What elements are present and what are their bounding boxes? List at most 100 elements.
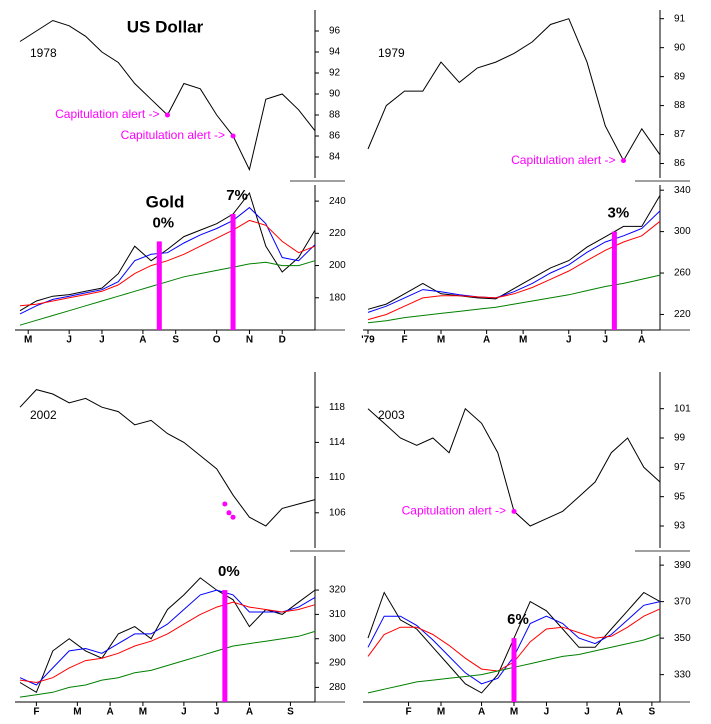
- y-tick-label: 101: [674, 403, 691, 414]
- alert-dot: [165, 112, 170, 118]
- alert-label: Capitulation alert ->: [402, 504, 506, 518]
- signal-bar: [156, 241, 162, 330]
- y-tick-label: 300: [329, 633, 346, 644]
- x-tick-label: S: [649, 707, 656, 718]
- y-tick-label: 94: [329, 47, 341, 58]
- x-tick-label: A: [246, 707, 253, 718]
- series-line: [367, 274, 661, 324]
- x-tick-label: '79: [361, 335, 375, 346]
- x-tick-label: M: [73, 707, 81, 718]
- x-tick-label: F: [33, 707, 39, 718]
- series-line: [19, 19, 316, 172]
- y-tick-label: 96: [329, 26, 341, 37]
- alert-dot: [226, 510, 232, 516]
- x-tick-label: A: [483, 335, 490, 346]
- y-tick-label: 99: [674, 433, 686, 444]
- alert-label: Capitulation alert ->: [55, 107, 159, 121]
- series-line: [367, 18, 661, 162]
- chart-title: US Dollar: [127, 17, 204, 36]
- y-tick-label: 200: [329, 260, 346, 271]
- alert-label: Capitulation alert ->: [511, 153, 615, 167]
- y-tick-label: 340: [674, 185, 691, 196]
- x-tick-label: J: [602, 335, 608, 346]
- y-tick-label: 89: [674, 71, 686, 82]
- y-tick-label: 106: [329, 507, 346, 518]
- y-tick-label: 88: [674, 100, 686, 111]
- x-tick-label: M: [437, 707, 445, 718]
- x-tick-label: A: [616, 707, 623, 718]
- y-tick-label: 370: [674, 596, 691, 607]
- y-tick-label: 97: [674, 462, 686, 473]
- series-line: [367, 591, 661, 694]
- x-tick-label: J: [214, 707, 220, 718]
- x-tick-label: A: [638, 335, 645, 346]
- series-line: [19, 206, 316, 315]
- series-line: [19, 601, 316, 684]
- y-tick-label: 390: [674, 560, 691, 571]
- x-tick-label: J: [566, 335, 572, 346]
- year-label: 2002: [30, 408, 57, 422]
- chart-title: Gold: [146, 192, 185, 211]
- y-tick-label: 93: [674, 521, 686, 532]
- y-tick-label: 84: [329, 152, 341, 163]
- alert-dot: [230, 514, 236, 520]
- y-tick-label: 180: [329, 292, 346, 303]
- series-line: [19, 630, 316, 698]
- y-tick-label: 86: [329, 131, 341, 142]
- y-tick-label: 110: [329, 472, 345, 483]
- y-tick-label: 300: [674, 226, 691, 237]
- y-tick-label: 330: [674, 669, 691, 680]
- year-label: 1979: [378, 46, 405, 60]
- y-tick-label: 240: [329, 196, 346, 207]
- signal-bar: [230, 214, 236, 330]
- x-tick-label: M: [519, 335, 527, 346]
- signal-bar: [611, 231, 617, 330]
- y-tick-label: 260: [674, 268, 691, 279]
- signal-label: 7%: [226, 187, 248, 204]
- y-tick-label: 118: [329, 402, 345, 413]
- series-line: [19, 219, 316, 307]
- series-line: [19, 589, 316, 686]
- y-tick-label: 220: [674, 309, 691, 320]
- y-tick-label: 320: [329, 585, 346, 596]
- y-tick-label: 310: [329, 609, 346, 620]
- signal-bar: [222, 590, 228, 702]
- y-tick-label: 92: [329, 68, 341, 79]
- x-tick-label: J: [181, 707, 187, 718]
- alert-dot: [230, 133, 236, 139]
- x-tick-label: M: [139, 707, 147, 718]
- alert-dot: [621, 158, 626, 164]
- x-tick-label: M: [24, 335, 32, 346]
- x-tick-label: J: [66, 335, 72, 346]
- x-tick-label: M: [437, 335, 445, 346]
- y-tick-label: 91: [674, 13, 686, 24]
- signal-label: 6%: [507, 611, 529, 628]
- x-tick-label: O: [213, 335, 221, 346]
- x-tick-label: F: [406, 707, 412, 718]
- series-line: [19, 260, 316, 326]
- y-tick-label: 95: [674, 491, 686, 502]
- y-tick-label: 90: [674, 42, 686, 53]
- y-tick-label: 86: [674, 158, 686, 169]
- series-line: [367, 210, 661, 313]
- x-tick-label: J: [544, 707, 550, 718]
- year-label: 1978: [30, 46, 57, 60]
- y-tick-label: 88: [329, 110, 341, 121]
- series-line: [367, 195, 661, 310]
- y-tick-label: 220: [329, 228, 346, 239]
- x-tick-label: S: [287, 707, 294, 718]
- x-tick-label: S: [172, 335, 179, 346]
- x-tick-label: A: [478, 707, 485, 718]
- x-tick-label: J: [584, 707, 590, 718]
- y-tick-label: 280: [329, 682, 346, 693]
- alert-dot: [511, 508, 517, 514]
- alert-dot: [222, 501, 228, 507]
- y-tick-label: 90: [329, 89, 341, 100]
- y-tick-label: 290: [329, 658, 346, 669]
- signal-bar: [511, 638, 517, 702]
- y-tick-label: 114: [329, 437, 345, 448]
- signal-label: 0%: [218, 563, 240, 580]
- x-tick-label: J: [99, 335, 105, 346]
- signal-label: 0%: [152, 214, 174, 231]
